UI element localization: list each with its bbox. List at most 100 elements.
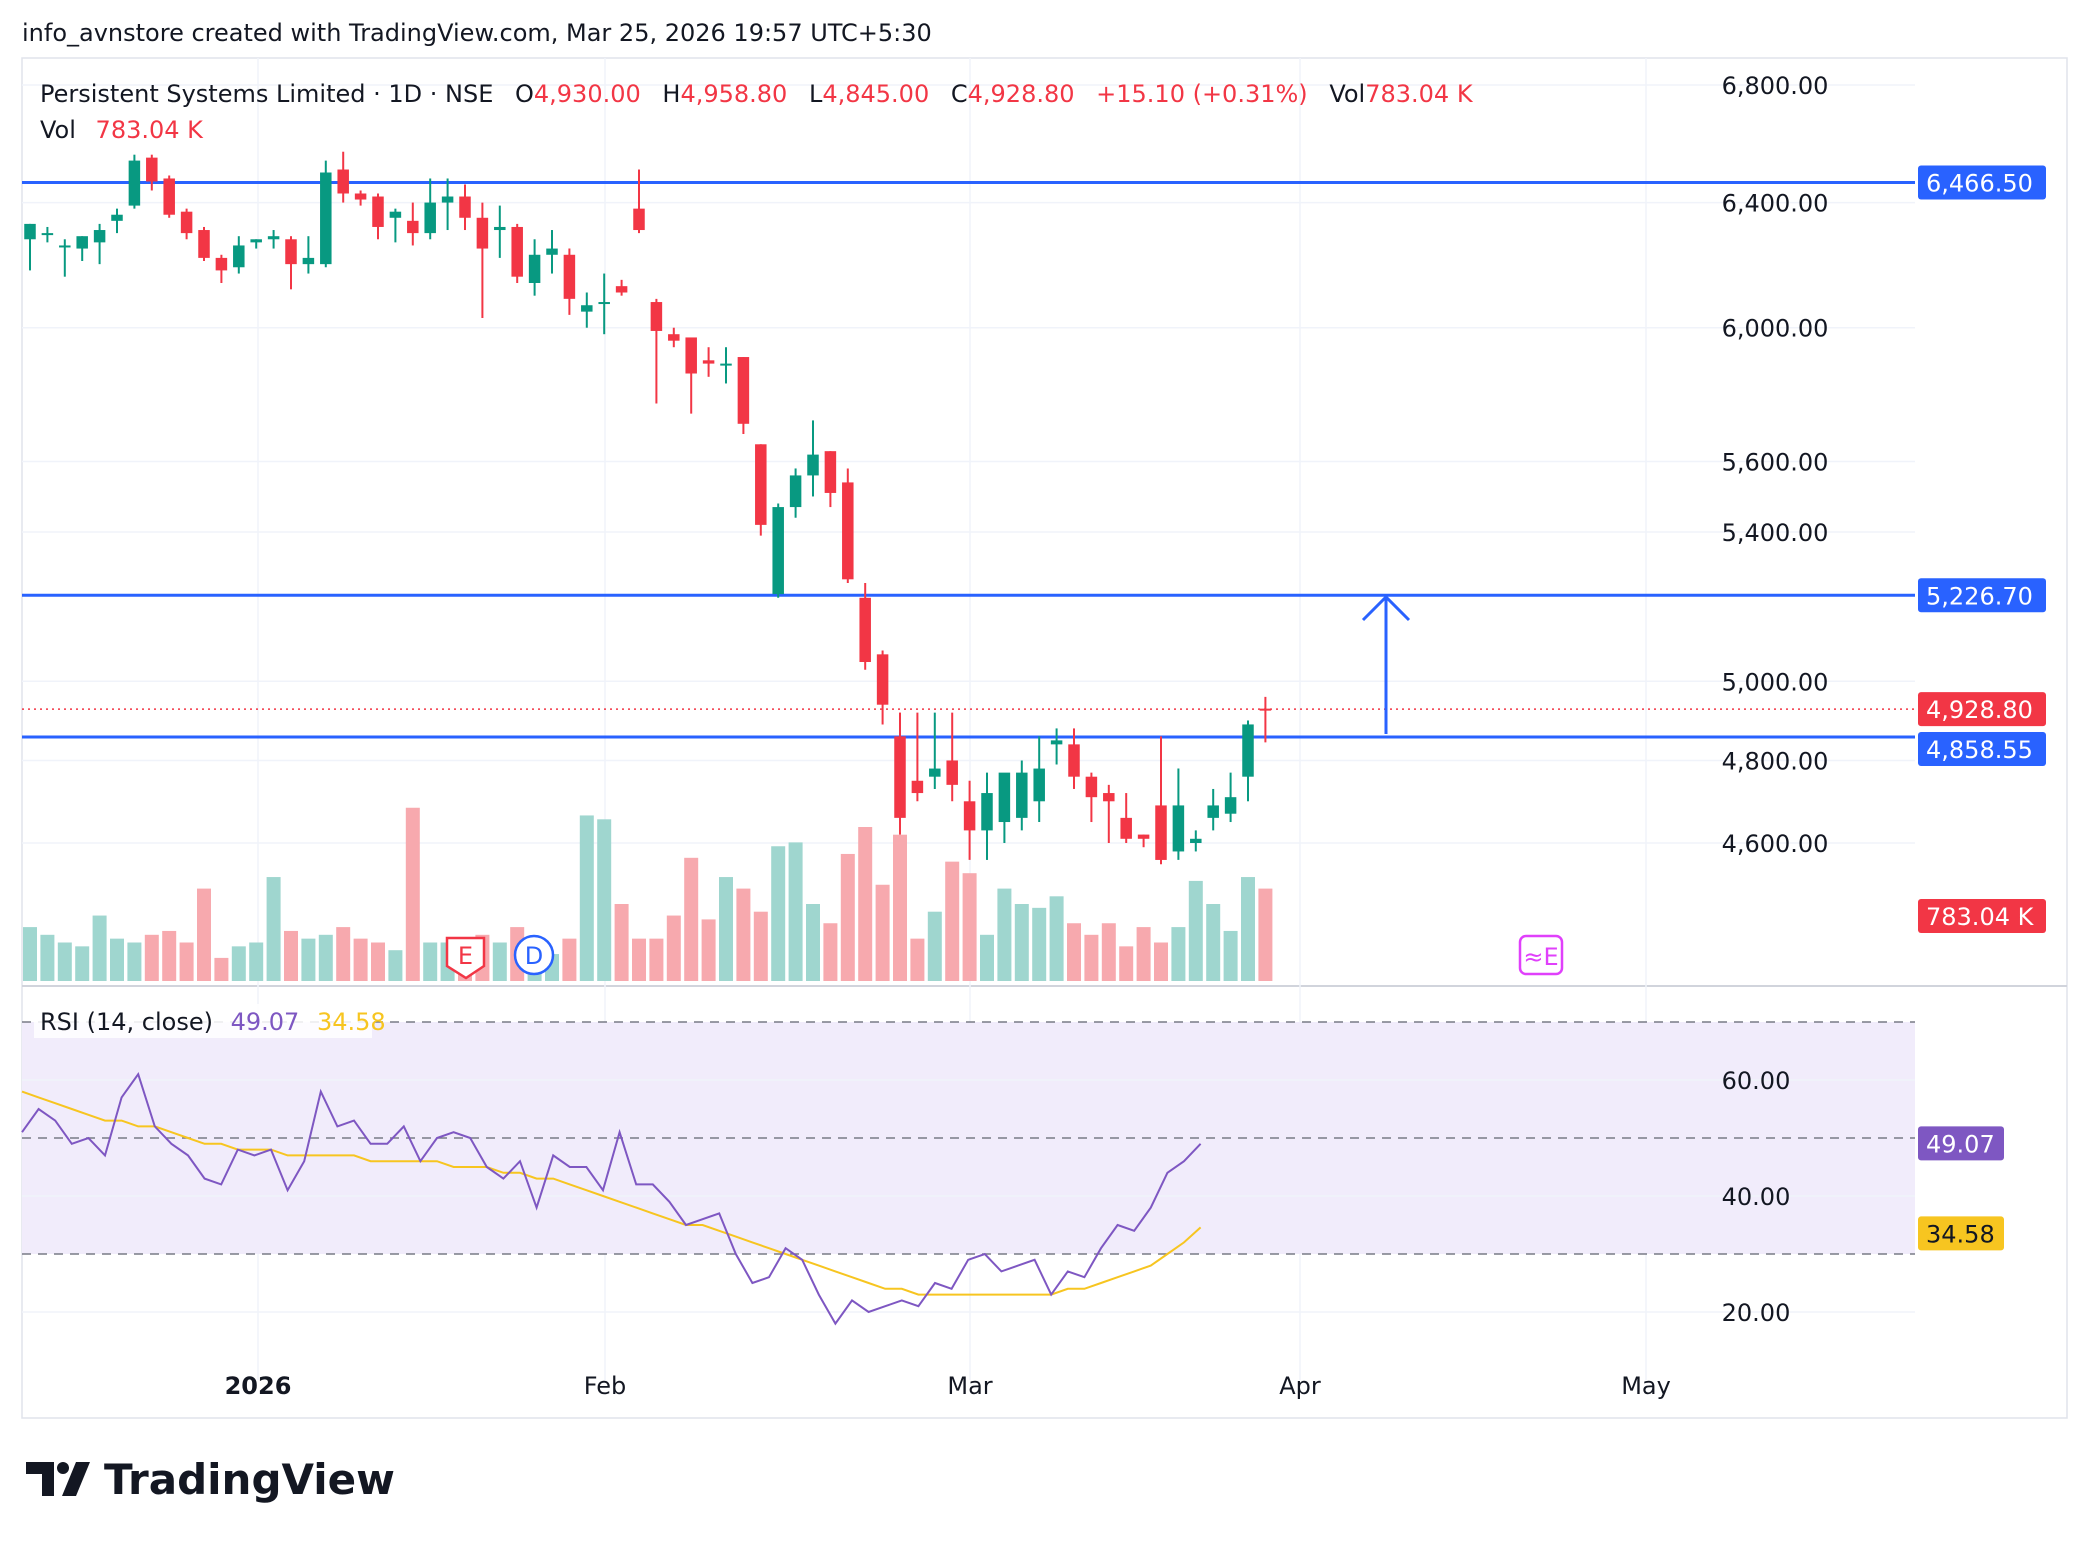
volume-bar (1206, 904, 1221, 981)
candle-body (1224, 797, 1237, 814)
candle-body (546, 248, 558, 255)
axis-label-rsi: 49.07 (1926, 1130, 1995, 1158)
volume-bar (75, 946, 90, 981)
time-axis-tick: Feb (584, 1372, 627, 1400)
candle-body (198, 230, 210, 258)
volume-bar (1154, 942, 1168, 981)
earnings-marker[interactable]: E (445, 936, 486, 980)
candle-body (842, 482, 854, 580)
price-axis-tick: 6,400.00 (1722, 190, 1829, 218)
candle-body (41, 233, 54, 236)
volume-bar (162, 930, 177, 981)
volume-bar (40, 934, 55, 981)
candles (24, 151, 1272, 865)
candle-body (389, 211, 402, 218)
candle-body (581, 305, 593, 312)
legend-c-value: 4,928.80 (968, 80, 1075, 108)
tradingview-logo[interactable]: TradingView (26, 1455, 395, 1504)
candle-body (876, 654, 889, 705)
rsi-axis-tick: 20.00 (1722, 1299, 1791, 1327)
candle-body (720, 363, 732, 366)
price-axis-tick: 4,800.00 (1722, 747, 1829, 775)
legend-vol-label: Vol (1329, 80, 1365, 108)
dividend-marker-label: D (525, 942, 543, 970)
volume-bar (788, 842, 803, 981)
candle-body (233, 245, 245, 268)
price-axis-tick: 5,000.00 (1722, 668, 1829, 696)
candle-body (424, 202, 436, 234)
axis-label-rsi-ma: 34.58 (1926, 1220, 1995, 1248)
volume-bar (318, 934, 333, 981)
volume-bar (1084, 934, 1099, 981)
volume-bar (597, 819, 612, 981)
candle-body (685, 337, 697, 374)
volume-bar (614, 904, 629, 981)
volume-bar (144, 934, 159, 981)
price-axis-tick: 5,400.00 (1722, 519, 1829, 547)
dividend-marker[interactable]: D (513, 934, 555, 976)
candle-body (598, 302, 610, 305)
volume-bar (284, 930, 298, 981)
rsi-axis-tick: 60.00 (1722, 1067, 1791, 1095)
volume-bar (301, 938, 316, 981)
time-axis: 2026 Feb Mar Apr May (225, 1372, 1671, 1400)
volume-bar (92, 915, 107, 981)
volume-bar (1136, 927, 1151, 981)
price-legend: Persistent Systems Limited · 1D · NSE O4… (40, 80, 1474, 144)
volume-bar (405, 807, 420, 981)
axis-label-box (1918, 899, 2046, 933)
time-axis-tick: Apr (1279, 1372, 1321, 1400)
earnings-marker-label: E (458, 942, 473, 970)
rsi-legend-label: RSI (14, close) (40, 1008, 213, 1036)
candle-body (998, 772, 1011, 823)
axis-label-box (1918, 1126, 2004, 1161)
legend-c-label: C (951, 80, 968, 108)
volume-bar (197, 888, 211, 981)
volume-bar (666, 915, 681, 981)
candle-body (1085, 776, 1098, 798)
rsi-axis: 60.00 40.00 20.00 (1722, 1067, 1791, 1327)
projection-arrow[interactable] (1361, 594, 1411, 734)
candle-body (1137, 834, 1150, 839)
volume-bar (1258, 888, 1273, 981)
legend-l-label: L (809, 80, 823, 108)
candle-body (859, 597, 871, 663)
candle-body (737, 357, 750, 424)
price-axis-tick: 6,800.00 (1722, 72, 1829, 100)
volume-bar (840, 853, 855, 981)
volume-bar (997, 888, 1012, 981)
axis-label-box (1918, 731, 2046, 766)
candle-body (929, 768, 941, 777)
legend-h-label: H (662, 80, 680, 108)
volume-bar (893, 834, 907, 981)
candle-body (963, 801, 976, 831)
volume-bar (179, 942, 194, 981)
candle-body (702, 360, 715, 364)
volume-bar (214, 957, 229, 981)
upcoming-earnings-label: ≈E (1523, 943, 1558, 971)
candle-body (824, 451, 837, 493)
rsi-legend-value: 49.07 (231, 1008, 300, 1036)
rsi-axis-tick: 40.00 (1722, 1183, 1791, 1211)
volume-bar (388, 950, 403, 981)
volume-bar (23, 927, 37, 981)
volume-bar (823, 923, 838, 981)
candle-body (1103, 793, 1115, 802)
legend-o-label: O (515, 80, 534, 108)
horizontal-lines[interactable] (22, 181, 1915, 739)
volume-bar (562, 938, 577, 981)
volume-bar (632, 938, 646, 981)
candle-body (459, 196, 471, 218)
upcoming-earnings-marker[interactable]: ≈E (1518, 934, 1564, 976)
candle-body (337, 169, 349, 194)
candle-body (320, 172, 332, 265)
candle-body (250, 239, 262, 243)
volume-bar (701, 919, 716, 981)
candle-body (1259, 708, 1272, 711)
volume-bar (1032, 907, 1047, 981)
rsi-ma-line (21, 1090, 1202, 1296)
time-axis-tick: 2026 (225, 1372, 292, 1400)
candle-body (1190, 838, 1202, 843)
volume-bar (57, 942, 72, 981)
